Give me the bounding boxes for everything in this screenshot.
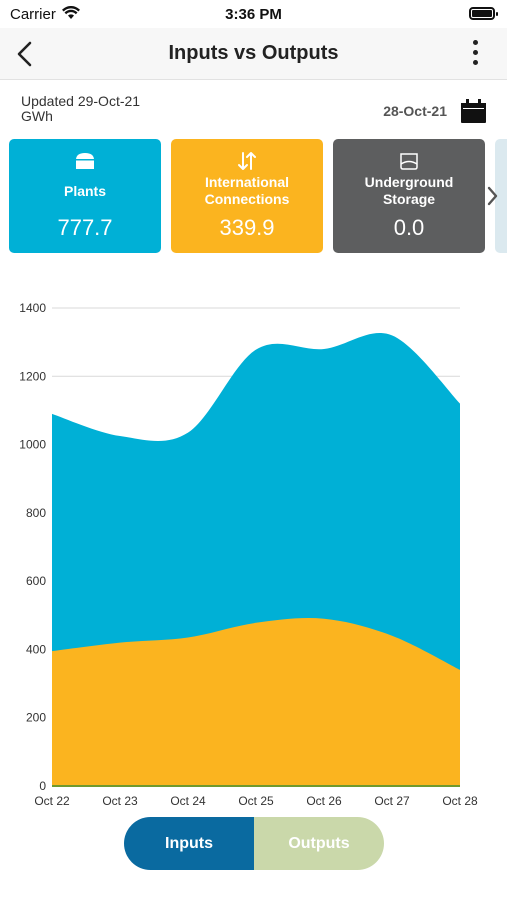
unit-label: GWh — [21, 108, 53, 124]
tile-value: 339.9 — [219, 215, 275, 240]
x-tick-label: Oct 24 — [170, 794, 206, 808]
y-tick-label: 1200 — [19, 369, 46, 383]
y-tick-label: 600 — [26, 574, 46, 588]
battery-icon — [469, 7, 498, 20]
y-tick-label: 1000 — [19, 438, 46, 452]
arrows-up-down-icon — [238, 152, 256, 170]
chevron-right-icon[interactable] — [483, 182, 501, 210]
info-row: Updated 29-Oct-21 GWh 28-Oct-21 — [21, 94, 486, 128]
inputs-toggle-button[interactable]: Inputs — [124, 817, 254, 870]
tile-label: Plants — [63, 182, 106, 199]
y-tick-label: 200 — [26, 711, 46, 725]
chevron-left-icon — [17, 41, 32, 67]
status-bar: Carrier 3:36 PM — [0, 0, 507, 28]
page-title: Inputs vs Outputs — [168, 42, 339, 64]
tile-label: Underground Storage — [364, 174, 454, 207]
tile-value: 0.0 — [393, 215, 425, 240]
more-vertical-icon — [472, 40, 478, 45]
inputs-outputs-toggle: Inputs Outputs — [124, 817, 384, 870]
tile-underground-storage[interactable]: Underground Storage 0.0 — [333, 139, 485, 253]
x-tick-label: Oct 27 — [374, 794, 410, 808]
y-tick-label: 0 — [39, 779, 46, 793]
plant-icon — [76, 153, 94, 169]
x-tick-label: Oct 25 — [238, 794, 274, 808]
more-options-button[interactable] — [471, 40, 479, 68]
x-tick-label: Oct 23 — [102, 794, 138, 808]
summary-tiles: Plants 777.7 International Connections 3… — [9, 139, 507, 254]
stacked-area-chart: 0 200 400 600 800 1000 1200 1400 Oct 22 Oct 23 Oct… — [19, 301, 478, 808]
wifi-icon — [62, 6, 80, 19]
tile-label: International Connections — [204, 174, 290, 207]
tile-next-peek[interactable] — [495, 139, 507, 253]
outputs-toggle-button[interactable]: Outputs — [254, 817, 384, 870]
x-tick-label: Oct 26 — [306, 794, 342, 808]
x-tick-label: Oct 28 — [442, 794, 478, 808]
y-tick-label: 1400 — [19, 301, 46, 315]
clock: 3:36 PM — [225, 6, 282, 23]
carrier-name: Carrier — [10, 6, 56, 23]
selected-date[interactable]: 28-Oct-21 — [383, 103, 447, 119]
updated-label: Updated 29-Oct-21 — [21, 93, 141, 109]
area-series-international — [52, 617, 460, 786]
storage-tank-icon — [400, 153, 418, 170]
y-tick-label: 800 — [26, 506, 46, 520]
back-button[interactable] — [10, 38, 42, 70]
date-picker[interactable]: 28-Oct-21 — [383, 98, 486, 124]
x-tick-label: Oct 22 — [34, 794, 70, 808]
nav-bar: Inputs vs Outputs — [0, 28, 507, 80]
y-tick-label: 400 — [26, 642, 46, 656]
tile-international-connections[interactable]: International Connections 339.9 — [171, 139, 323, 253]
calendar-icon[interactable] — [461, 99, 486, 123]
tile-value: 777.7 — [57, 215, 113, 240]
tile-plants[interactable]: Plants 777.7 — [9, 139, 161, 253]
